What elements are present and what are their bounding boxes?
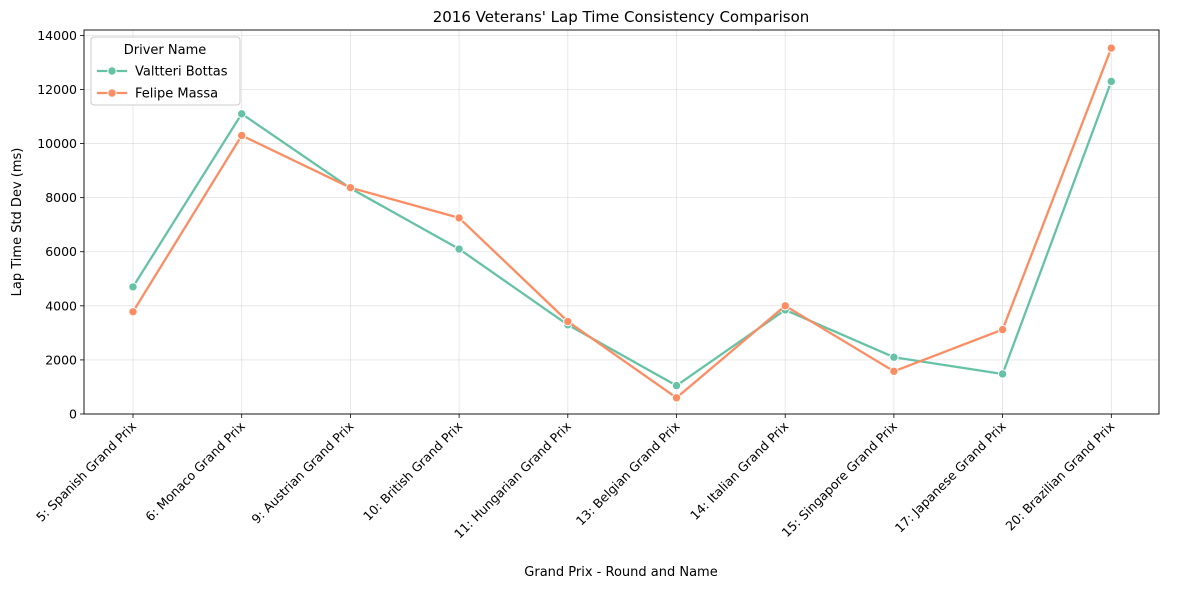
x-tick-label: 20: Brazilian Grand Prix [1002,419,1117,534]
x-tick-label: 14: Italian Grand Prix [687,419,791,523]
x-axis-label: Grand Prix - Round and Name [524,565,717,580]
y-tick-label: 4000 [45,298,77,313]
series-line [132,80,1113,387]
y-axis: 0 2000 4000 6000 8000 10000 12000 14000 [37,28,84,422]
data-point [889,352,899,362]
y-axis-label: Lap Time Std Dev (ms) [10,148,25,297]
series-layer [128,43,1117,403]
x-tick-label: 9: Austrian Grand Prix [248,419,356,527]
data-point [780,301,790,311]
data-point [563,316,573,327]
data-point [997,369,1008,379]
legend-box [90,36,241,106]
x-tick-label: 11: Hungarian Grand Prix [451,419,574,542]
x-tick-label: 5: Spanish Grand Prix [33,419,139,525]
axes-frame [83,29,1160,415]
data-point [997,324,1008,335]
data-point [237,109,247,119]
legend-entries: Valtteri Bottas Felipe Massa [97,65,228,102]
data-point [454,244,464,254]
data-point [889,366,899,376]
legend: Driver Name Valtteri Bottas Felipe Massa [90,36,241,106]
y-tick-label: 12000 [37,82,77,97]
x-tick-label: 13: Belgian Grand Prix [573,419,683,529]
y-tick-label: 6000 [45,244,77,259]
data-point [237,130,247,141]
x-axis: 5: Spanish Grand Prix 6: Monaco Grand Pri… [33,414,1117,541]
legend-title: Driver Name [124,43,207,58]
legend-label: Felipe Massa [135,87,218,102]
data-point [345,182,356,193]
grid [84,30,1159,415]
data-point [454,213,464,223]
data-point [128,282,138,292]
y-tick-label: 0 [69,407,77,422]
legend-marker [107,66,117,76]
chart-title: 2016 Veterans' Lap Time Consistency Comp… [433,8,810,26]
legend-marker [107,88,117,98]
data-point [671,380,682,391]
y-tick-label: 14000 [37,28,77,43]
y-tick-label: 8000 [45,190,77,205]
legend-label: Valtteri Bottas [135,65,228,80]
data-point [128,307,138,317]
x-tick-label: 10: British Grand Prix [360,419,465,524]
series-line [132,47,1113,399]
x-tick-label: 15: Singapore Grand Prix [779,419,900,540]
y-tick-label: 10000 [37,136,77,151]
x-tick-label: 6: Monaco Grand Prix [142,419,248,525]
data-point [671,393,682,403]
x-tick-label: 17: Japanese Grand Prix [892,419,1009,536]
series-group [128,43,1117,403]
data-point [1106,76,1117,87]
y-tick-label: 2000 [45,352,77,367]
data-point [1106,43,1117,53]
